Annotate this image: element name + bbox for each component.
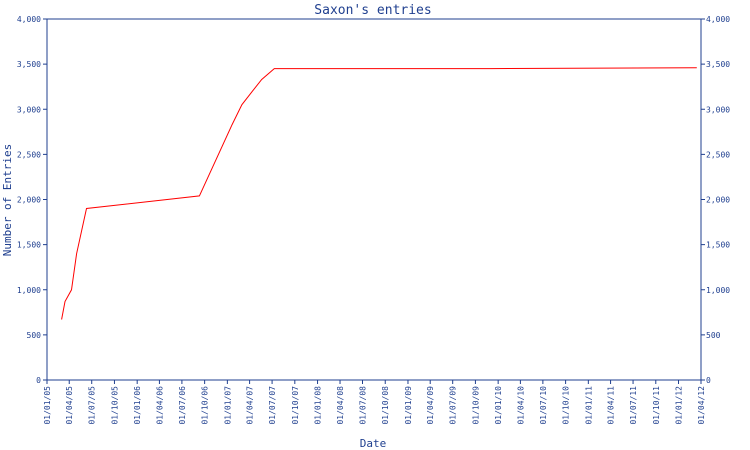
y-tick-label-left: 1,500 [17,241,41,250]
x-tick-label: 01/01/05 [43,386,52,425]
x-tick-label: 01/07/10 [539,386,548,425]
x-tick-label: 01/10/07 [291,386,300,425]
x-tick-label: 01/04/09 [426,386,435,425]
y-tick-label-left: 2,000 [17,196,41,205]
series-line [61,67,697,320]
x-tick-label: 01/01/07 [223,386,232,425]
y-tick-label-right: 3,500 [706,60,730,69]
x-tick-label: 01/01/08 [314,386,323,425]
x-axis-label: Date [360,437,387,450]
y-tick-label-right: 2,500 [706,150,730,159]
x-tick-label: 01/04/08 [336,386,345,425]
y-tick-label-left: 1,000 [17,286,41,295]
y-tick-label-left: 4,000 [17,15,41,24]
x-tick-label: 01/04/12 [697,386,706,425]
x-tick-label: 01/04/05 [65,386,74,425]
x-tick-label: 01/01/10 [494,386,503,425]
plot-frame [46,18,702,381]
y-tick-label-right: 1,500 [706,241,730,250]
x-tick-label: 01/07/09 [449,386,458,425]
y-tick-label-right: 0 [706,376,711,385]
plot-border [46,18,702,381]
y-tick-label-right: 3,000 [706,105,730,114]
x-tick-label: 01/04/06 [155,386,164,425]
x-tick-label: 01/10/11 [652,386,661,425]
y-tick-label-left: 3,000 [17,105,41,114]
y-tick-label-left: 0 [36,376,41,385]
y-tick-label-right: 4,000 [706,15,730,24]
x-tick-label: 01/10/10 [562,386,571,425]
x-tick-label: 01/01/12 [675,386,684,425]
y-tick-label-left: 500 [27,331,42,340]
x-tick-label: 01/07/11 [629,386,638,425]
x-tick-label: 01/10/06 [201,386,210,425]
y-tick-label-right: 2,000 [706,196,730,205]
y-tick-label-left: 3,500 [17,60,41,69]
y-tick-label-right: 1,000 [706,286,730,295]
x-axis: 01/01/05 01/04/05 01/07/05 01/10/05 01/01/06… [43,380,706,425]
x-tick-label: 01/10/08 [381,386,390,425]
x-tick-label: 01/07/06 [178,386,187,425]
x-tick-label: 01/10/09 [471,386,480,425]
y-axis-right: 0 500 1,000 1,500 2,000 2,500 3,000 3,500 4,000 [701,15,730,385]
x-tick-label: 01/07/07 [268,386,277,425]
x-tick-label: 01/01/06 [133,386,142,425]
x-tick-label: 01/07/05 [88,386,97,425]
x-tick-label: 01/10/05 [110,386,119,425]
x-tick-label: 01/04/10 [516,386,525,425]
x-tick-label: 01/01/09 [404,386,413,425]
series-layer [61,67,697,320]
x-tick-label: 01/04/07 [246,386,255,425]
x-tick-label: 01/04/11 [607,386,616,425]
y-tick-label-left: 2,500 [17,150,41,159]
y-axis-left: 0 500 1,000 1,500 2,000 2,500 3,000 3,500 4,000 [17,15,47,385]
y-tick-label-right: 500 [706,331,721,340]
x-tick-label: 01/07/08 [359,386,368,425]
x-tick-label: 01/01/11 [584,386,593,425]
chart-title: Saxon's entries [314,3,431,18]
y-axis-label: Number of Entries [1,144,14,257]
